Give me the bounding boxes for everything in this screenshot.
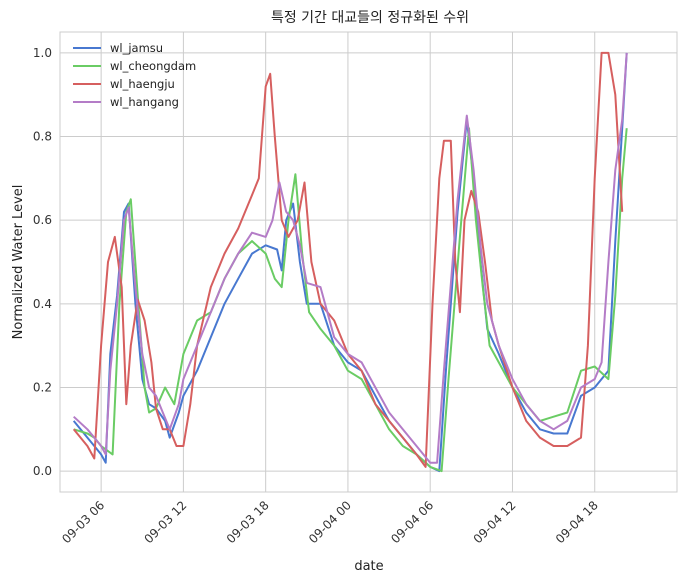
legend-label: wl_haengju <box>110 77 175 91</box>
grid <box>60 32 677 492</box>
plot-frame <box>59 31 678 493</box>
series-line-wl_haengju <box>72 51 624 468</box>
y-tick-label: 0.6 <box>33 213 52 227</box>
legend: wl_jamsu wl_cheongdam wl_haengju wl_hangang <box>73 41 196 109</box>
legend-label: wl_hangang <box>110 95 179 109</box>
legend-label: wl_cheongdam <box>110 59 196 73</box>
series-layer <box>72 51 628 473</box>
y-tick-label: 0.4 <box>33 297 52 311</box>
series-line-wl_hangang <box>73 52 628 464</box>
y-axis-ticks: 0.0 0.2 0.4 0.6 0.8 1.0 <box>33 46 52 478</box>
y-tick-label: 0.0 <box>33 464 52 478</box>
y-tick-label: 0.8 <box>33 130 52 144</box>
y-tick-label: 1.0 <box>33 46 52 60</box>
x-axis-title: date <box>354 559 383 574</box>
y-tick-label: 0.2 <box>33 380 52 394</box>
chart-title: 특정 기간 대교들의 정규화된 수위 <box>271 10 469 26</box>
series-line-wl_jamsu <box>72 52 628 473</box>
y-axis-title: Normalized Water Level <box>11 185 26 340</box>
legend-label: wl_jamsu <box>110 41 163 55</box>
